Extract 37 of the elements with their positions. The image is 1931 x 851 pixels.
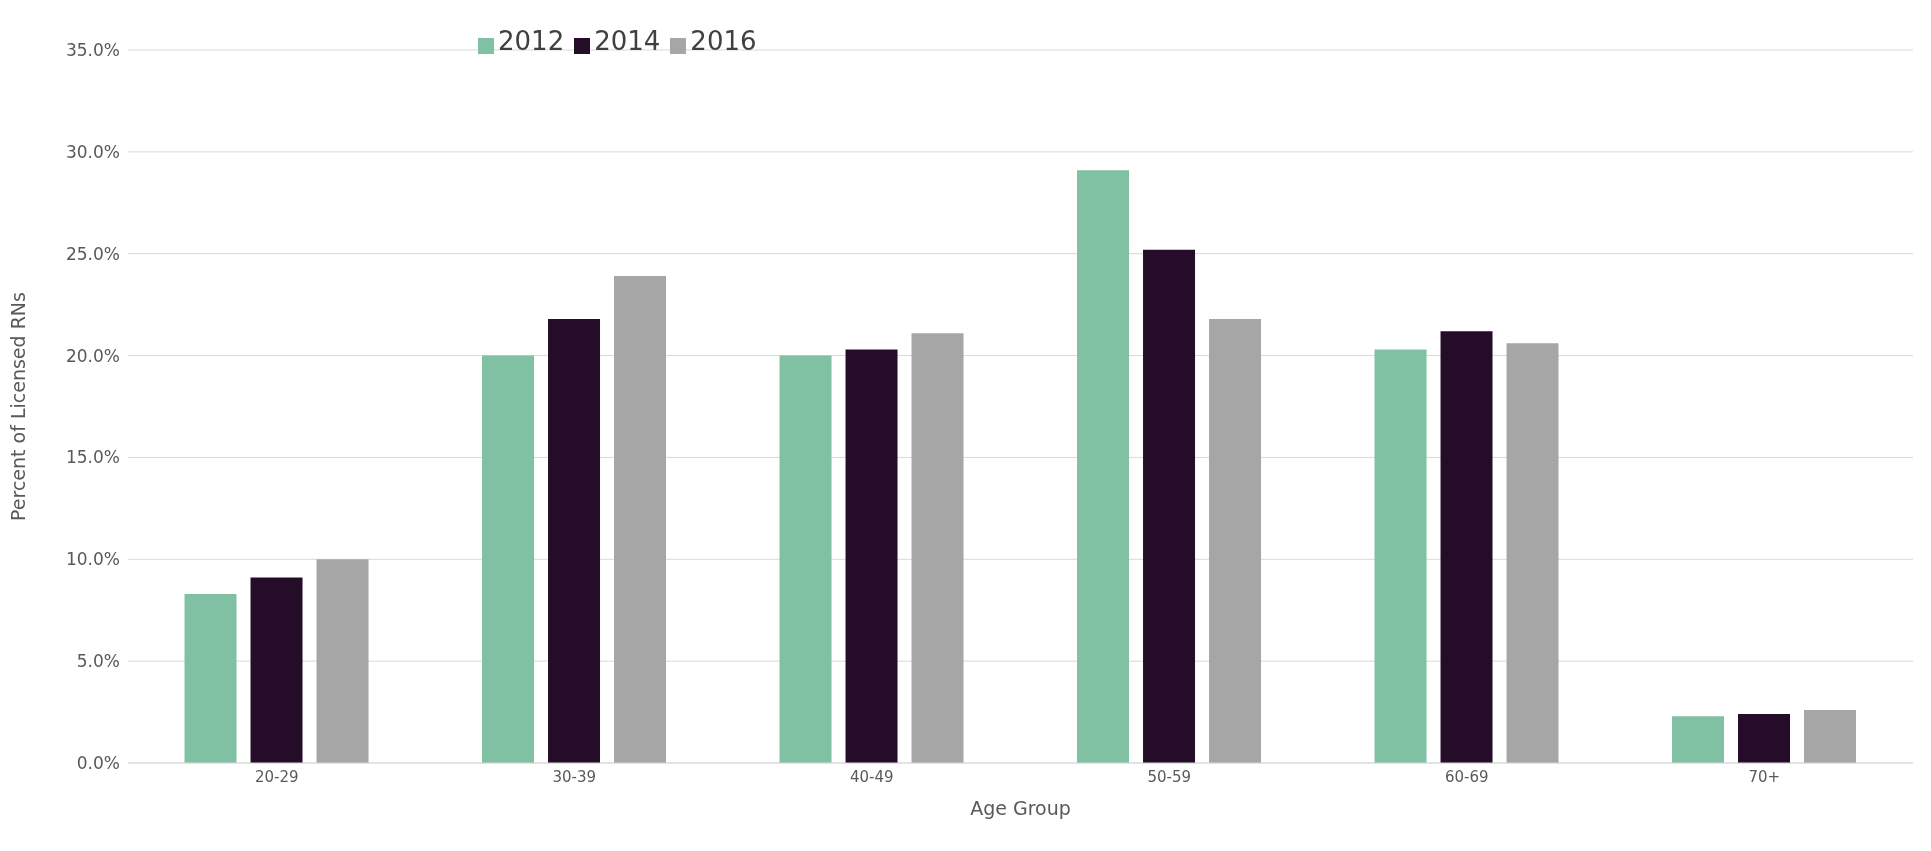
bar	[1506, 343, 1559, 763]
bar	[482, 355, 535, 763]
bar	[911, 333, 964, 763]
x-tick-label: 20-29	[254, 767, 299, 786]
bar	[1077, 170, 1130, 763]
bar	[316, 559, 369, 763]
y-tick-label: 35.0%	[65, 40, 120, 61]
y-tick-label: 20.0%	[65, 345, 120, 366]
y-tick-label: 0.0%	[76, 753, 120, 774]
x-tick-label: 60-69	[1444, 767, 1489, 786]
legend-label: 2014	[594, 26, 661, 56]
y-tick-label: 25.0%	[65, 243, 120, 264]
legend-label: 2012	[498, 26, 565, 56]
x-tick-label: 30-39	[552, 767, 597, 786]
bar	[845, 349, 898, 763]
bar	[1143, 249, 1196, 763]
x-axis-title: Age Group	[970, 797, 1071, 819]
bar	[184, 593, 237, 763]
bar	[548, 318, 601, 763]
y-tick-label: 30.0%	[65, 141, 120, 162]
x-tick-label: 70+	[1748, 767, 1781, 786]
y-tick-label: 10.0%	[65, 549, 120, 570]
bar	[1440, 331, 1493, 763]
bar	[1374, 349, 1427, 763]
legend-label: 2016	[690, 26, 757, 56]
bar	[1672, 716, 1725, 763]
y-axis-title: Percent of Licensed RNs	[6, 292, 29, 521]
bar	[779, 355, 832, 763]
bar	[250, 577, 303, 763]
y-tick-label: 15.0%	[65, 447, 120, 468]
bar	[1738, 714, 1791, 763]
bar	[614, 276, 667, 763]
x-tick-label: 50-59	[1147, 767, 1192, 786]
bar	[1209, 318, 1262, 763]
y-tick-label: 5.0%	[76, 651, 120, 672]
x-tick-label: 40-49	[849, 767, 894, 786]
bar	[1804, 710, 1857, 763]
